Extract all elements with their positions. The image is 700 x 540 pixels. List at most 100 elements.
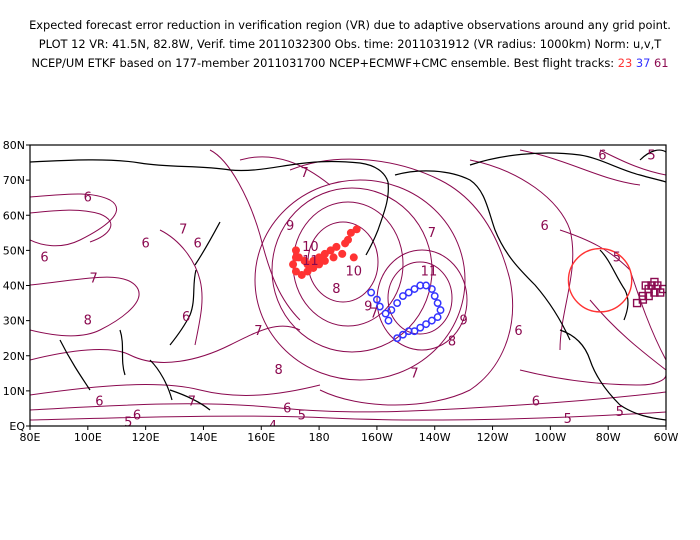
contour-label: 6 [95, 394, 103, 409]
contour-label: 7 [254, 324, 262, 339]
contour-label: 6 [40, 250, 48, 265]
contour-label: 11 [421, 264, 438, 279]
lat-tick-label: 30N [3, 315, 25, 328]
longitude-axis: 80E 100E 120E 140E 160E 180 160W 140W 120W 100W 80… [20, 426, 679, 444]
red-track-point [329, 253, 338, 262]
map-frame [29, 144, 667, 427]
verification-region-circle [567, 247, 633, 313]
header-line-3: NCEP/UM ETKF based on 177-member 2011031… [0, 56, 700, 70]
blue-track-point [427, 316, 436, 325]
red-track-point [349, 253, 358, 262]
blue-track-point [375, 302, 384, 311]
contour-label: 7 [410, 366, 418, 381]
lat-tick-label: 40N [3, 280, 25, 293]
lon-tick-label: 80E [20, 431, 41, 444]
blue-track-point [430, 292, 439, 300]
red-track-point [326, 246, 335, 255]
contour-label: 9 [364, 300, 372, 315]
header-line-1: Expected forecast error reduction in ver… [29, 18, 671, 32]
latitude-axis: 80N 70N 60N 50N 40N 30N 20N 10N EQ [3, 139, 30, 433]
coastlines [30, 149, 666, 421]
lon-tick-label: 100E [74, 431, 102, 444]
lon-tick-label: 140E [189, 431, 217, 444]
red-track-point [332, 242, 341, 251]
purple-track-point [632, 298, 642, 308]
contour-label: 6 [283, 401, 291, 416]
red-track-point [303, 267, 312, 276]
header-line-2: PLOT 12 VR: 41.5N, 82.8W, Verif. time 20… [38, 37, 662, 51]
blue-track-point [433, 313, 442, 322]
contour-label: 7 [188, 394, 196, 409]
lon-tick-label: 120E [132, 431, 160, 444]
contour-label: 6 [598, 149, 606, 164]
blue-track-point [398, 292, 407, 300]
blue-track-point [384, 316, 393, 325]
lat-tick-label: 10N [3, 385, 25, 398]
contour-label: 10 [302, 240, 319, 255]
contour-label: 6 [84, 191, 92, 206]
blue-track-point [427, 285, 436, 293]
contour-label: 7 [89, 271, 97, 286]
lon-tick-label: 60W [654, 431, 679, 444]
contour-label: 5 [616, 405, 624, 420]
blue-track-point [393, 299, 402, 308]
lon-tick-label: 160W [361, 431, 393, 444]
contour-label: 8 [84, 314, 92, 329]
lat-tick-label: 50N [3, 244, 25, 257]
red-track-point [315, 260, 324, 269]
contour-label: 7 [179, 222, 187, 237]
blue-track-point [381, 309, 390, 318]
contour-label: 6 [514, 324, 522, 339]
contour-label: 6 [133, 408, 141, 423]
contour-label: 8 [274, 363, 282, 378]
blue-track-point [367, 288, 376, 297]
red-track-point [320, 256, 329, 265]
blue-track-point [404, 327, 413, 336]
red-track-point [346, 228, 355, 237]
lat-tick-label: 20N [3, 350, 25, 363]
red-track-point [352, 225, 361, 234]
lat-tick-label: EQ [9, 420, 25, 433]
contour-label: 10 [346, 264, 363, 279]
contour-label: 6 [141, 236, 149, 251]
red-track-point [289, 260, 298, 269]
blue-track-point [387, 306, 396, 315]
contour-lines [30, 149, 666, 421]
contour-label: 11 [302, 254, 319, 269]
purple-track-point [638, 291, 648, 301]
contour-label: 8 [448, 335, 456, 350]
contour-label: 9 [459, 314, 467, 329]
contour-label: 6 [532, 394, 540, 409]
red-track-point [291, 246, 300, 255]
lon-tick-label: 140W [419, 431, 451, 444]
red-track-point [300, 256, 309, 265]
lon-tick-label: 120W [477, 431, 509, 444]
figure-header: Expected forecast error reduction in ver… [0, 0, 700, 70]
red-track-point [341, 239, 350, 248]
red-track-point [320, 249, 329, 258]
contour-label: 5 [564, 412, 572, 427]
blue-track-point [422, 320, 431, 329]
flight-tracks [289, 225, 666, 343]
contour-label: 7 [300, 166, 308, 181]
blue-track-point [372, 295, 381, 304]
contour-label: 6 [194, 236, 202, 251]
contour-label: 8 [332, 282, 340, 297]
contour-label: 6 [182, 310, 190, 325]
lon-tick-label: 180 [309, 431, 330, 444]
blue-track-point [410, 285, 419, 293]
red-track-point [297, 270, 306, 279]
lon-tick-label: 100W [534, 431, 566, 444]
contour-label: 5 [613, 250, 621, 265]
contour-label: 6 [540, 219, 548, 234]
lon-tick-label: 80W [596, 431, 621, 444]
contour-label: 7 [428, 226, 436, 241]
blue-track-point [433, 299, 442, 308]
contour-label: 4 [269, 419, 277, 434]
purple-track-point [650, 277, 659, 287]
blue-track-point [436, 306, 445, 315]
lat-tick-label: 80N [3, 139, 25, 152]
red-track-point [309, 256, 318, 265]
lat-tick-label: 60N [3, 209, 25, 222]
